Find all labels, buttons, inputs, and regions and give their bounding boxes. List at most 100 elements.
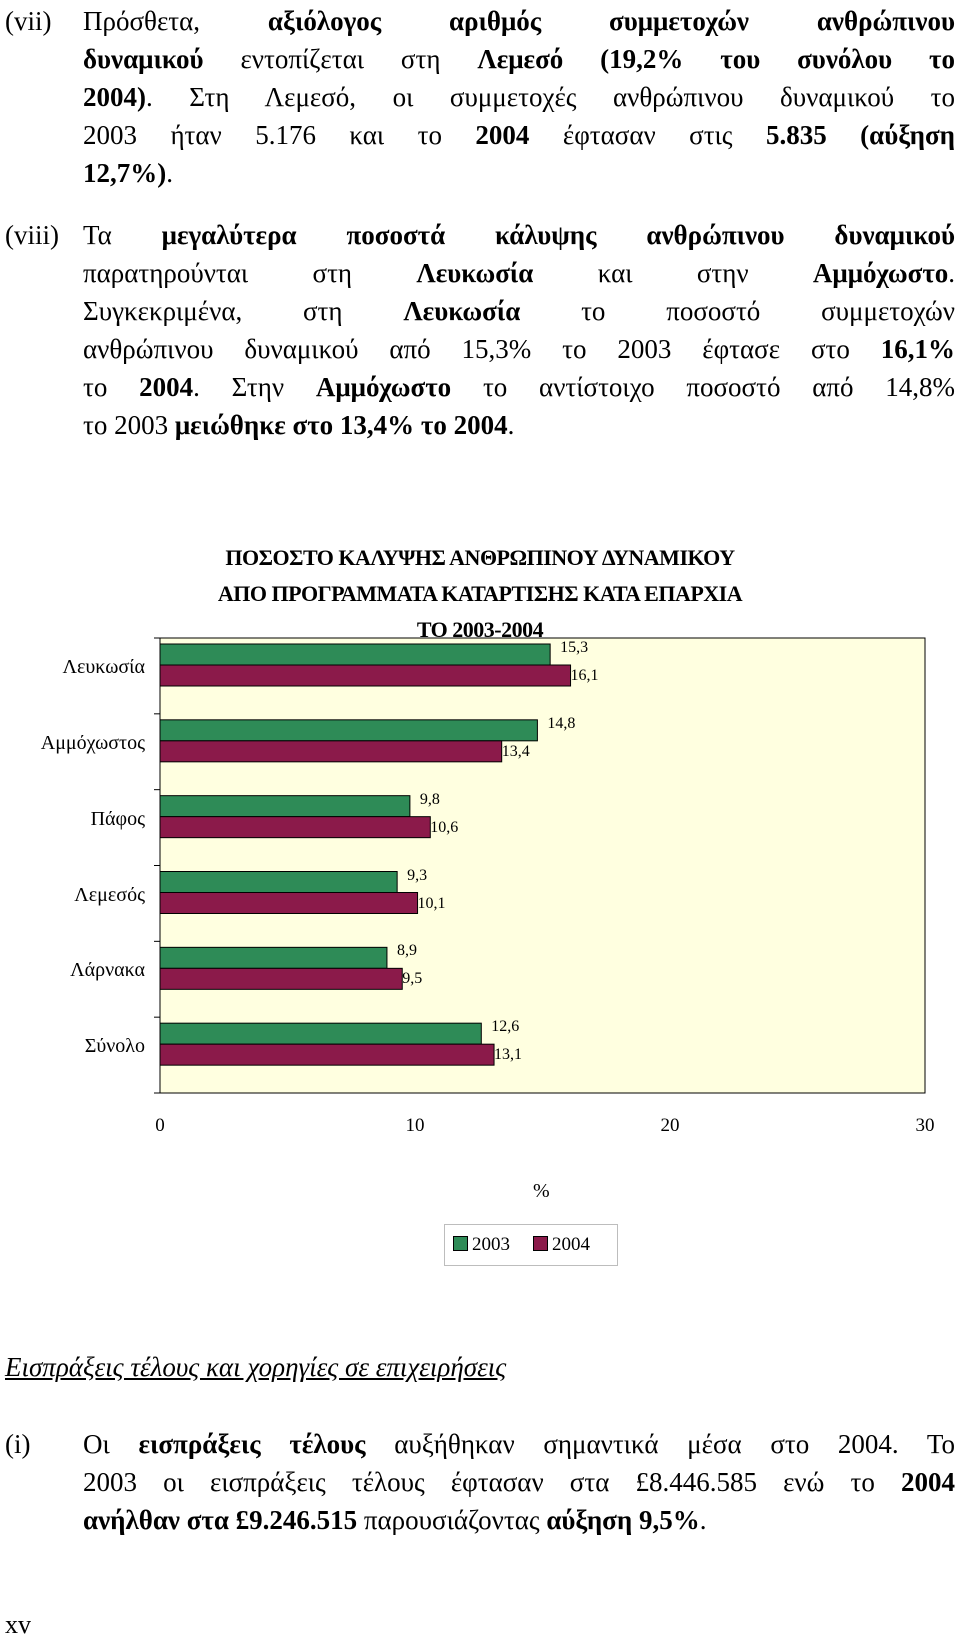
text-line: 2004). Στη Λεμεσό, οι συμμετοχές ανθρώπι… [83,78,955,116]
paragraph-number: (i) [5,1429,31,1459]
data-label: 9,8 [419,790,440,808]
text-line: 12,7%). [83,154,955,192]
data-label: 12,6 [491,1018,520,1036]
bold-text: Λευκωσία [416,258,534,288]
x-tick-label: 0 [155,1115,165,1136]
bold-text: Λευκωσία [403,296,521,326]
bar-2003 [159,1022,482,1045]
chart-title: ΠΟΣΟΣΤΟ ΚΑΛΥΨΗΣ ΑΝΘΡΩΠΙΝΟΥ ΔΥΝΑΜΙΚΟΥ ΑΠΟ… [95,540,865,648]
category-label: Λευκωσία [62,656,145,678]
text-line: το 2003 μειώθηκε στο 13,4% το 2004. [83,406,955,444]
text-line: Συγκεκριμένα, στη Λευκωσία το ποσοστό συ… [83,292,955,330]
bold-text: μειώθηκε στο 13,4% το 2004 [174,410,508,440]
bold-text: δυναμικού [83,44,204,74]
text-run: το ποσοστό συμμετοχών [520,296,956,326]
bar-2003 [159,946,388,969]
text-line: 2003 οι εισπράξεις τέλους έφτασαν στα £8… [83,1463,955,1501]
bold-text: αύξηση 9,5% [546,1505,700,1535]
x-tick-label: 20 [660,1115,680,1136]
paragraph-number: (viii) [5,220,59,250]
text-run: . [166,158,173,188]
legend-swatch-2003 [453,1236,468,1251]
chart-legend: 2003 2004 [444,1224,618,1266]
text-run: . [507,410,515,440]
text-run: Πρόσθετα, [83,6,268,36]
text-line: ανθρώπινου δυναμικού από 15,3% το 2003 έ… [83,330,955,368]
text-line: Τα μεγαλύτερα ποσοστά κάλυψης ανθρώπινου… [83,216,955,254]
text-run: το 2003 [83,410,175,440]
bold-text: 2004) [83,82,146,112]
data-label: 10,6 [430,818,459,836]
chart-title-line: ΑΠΟ ΠΡΟΓΡΑΜΜΑΤΑ ΚΑΤΑΡΤΙΣΗΣ ΚΑΤΑ ΕΠΑΡΧΙΑ [217,581,743,606]
bar-2003 [159,871,398,893]
text-line: το 2004. Στην Αμμόχωστο το αντίστοιχο πο… [83,368,955,406]
text-run: . Στην [193,372,316,402]
category-label: Λάρνακα [70,959,145,982]
chart-title-line: ΠΟΣΟΣΤΟ ΚΑΛΥΨΗΣ ΑΝΘΡΩΠΙΝΟΥ ΔΥΝΑΜΙΚΟΥ [225,545,735,570]
text-line: δυναμικού εντοπίζεται στη Λεμεσό (19,2% … [83,40,955,78]
text-line: Οι εισπράξεις τέλους αυξήθηκαν σημαντικά… [83,1425,955,1463]
bar-2004 [159,664,572,687]
category-label: Πάφος [90,807,145,830]
bold-text: Αμμόχωστο [812,258,949,288]
data-label: 14,8 [547,714,576,732]
text-run: αυξήθηκαν σημαντικά μέσα στο 2004. Το [365,1429,956,1459]
paragraph-text: Πρόσθετα, αξιόλογος αριθμός συμμετοχών α… [83,2,955,192]
paragraph-text: Οι εισπράξεις τέλους αυξήθηκαν σημαντικά… [83,1425,955,1539]
text-run: έφτασαν στις [529,120,766,150]
bar-2004 [159,740,503,763]
bold-text: 2004 [475,120,530,150]
data-label: 9,3 [407,866,428,884]
legend-swatch-2004 [533,1236,548,1251]
bar-2004 [159,816,431,839]
data-label: 13,1 [494,1046,523,1064]
bold-text: 12,7%) [83,158,167,188]
x-tick-label: 30 [915,1115,935,1136]
text-run: 2003 ήταν 5.176 και το [83,120,476,150]
legend-label: 2004 [552,1234,590,1255]
bold-text: Αμμόχωστο [315,372,452,402]
bar-2003 [159,795,411,818]
category-label: Αμμόχωστος [40,731,145,754]
text-run: εντοπίζεται στη [203,44,478,74]
text-line: ανήλθαν στα £9.246.515 παρουσιάζοντας αύ… [83,1501,955,1539]
page-number: xv [5,1610,31,1639]
bar-2003 [159,643,551,666]
text-run: και στην [533,258,813,288]
text-line: 2003 ήταν 5.176 και το 2004 έφτασαν στις… [83,116,955,154]
text-run: το [83,372,140,402]
bold-text: αξιόλογος αριθμός συμμετοχών ανθρώπινου [267,6,955,36]
text-run: παρουσιάζοντας [357,1505,547,1535]
bold-text: ανήλθαν στα £9.246.515 [83,1505,358,1535]
data-label: 9,5 [402,970,423,988]
data-label: 10,1 [417,894,446,912]
bar-2003 [159,719,538,742]
bold-text: μεγαλύτερα ποσοστά κάλυψης ανθρώπινου δυ… [161,220,955,250]
bold-text: 5.835 (αύξηση [765,120,955,150]
text-run: Συγκεκριμένα, στη [83,296,404,326]
data-label: 8,9 [396,942,417,960]
bar-2004 [159,892,419,914]
text-run: ανθρώπινου δυναμικού από 15,3% το 2003 έ… [83,334,881,364]
bar-2004 [159,967,403,990]
text-run: Οι [83,1429,139,1459]
paragraph-text: Τα μεγαλύτερα ποσοστά κάλυψης ανθρώπινου… [83,216,955,444]
category-label: Λεμεσός [74,883,145,906]
x-tick-label: 10 [405,1115,425,1136]
text-run: Τα [83,220,162,250]
legend-item-2003: 2003 [453,1234,510,1256]
data-label: 16,1 [570,667,599,684]
legend-label: 2003 [472,1234,510,1255]
text-run: 2003 οι εισπράξεις τέλους έφτασαν στα £8… [83,1467,901,1497]
data-label: 15,3 [560,639,589,656]
text-run: . Στη Λεμεσό, οι συμμετοχές ανθρώπινου δ… [146,82,955,112]
bold-text: εισπράξεις τέλους [138,1429,366,1459]
bar-2004 [159,1043,495,1066]
data-label: 13,4 [501,742,530,760]
text-run: . [948,258,956,288]
text-line: Πρόσθετα, αξιόλογος αριθμός συμμετοχών α… [83,2,955,40]
text-line: παρατηρούνται στη Λευκωσία και στην Αμμό… [83,254,955,292]
legend-item-2004: 2004 [533,1234,590,1256]
plot-area [159,637,926,1094]
